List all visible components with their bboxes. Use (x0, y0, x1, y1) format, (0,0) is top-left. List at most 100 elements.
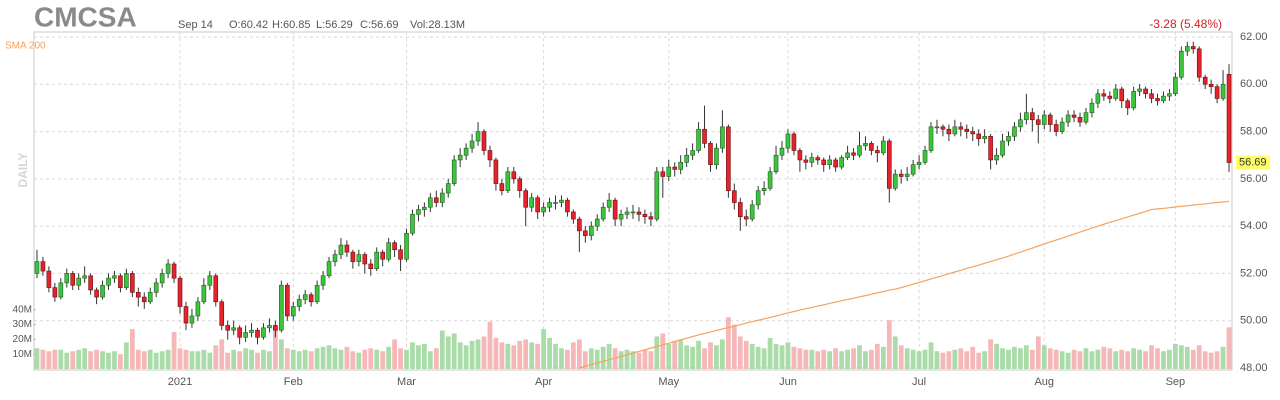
volume-bar (505, 343, 511, 369)
candle-body (749, 204, 755, 220)
volume-bar (1095, 349, 1101, 369)
candle-body (624, 211, 630, 215)
volume-bar (118, 354, 123, 369)
volume-bar (940, 352, 946, 369)
candle-body (875, 150, 880, 154)
volume-bar (678, 339, 684, 369)
volume-bar (702, 348, 707, 369)
volume-bar (314, 348, 320, 369)
volume-bar (582, 351, 588, 369)
volume-bar (475, 339, 481, 369)
candle-body (1047, 114, 1053, 125)
candle-body (183, 306, 189, 324)
volume-bar (1000, 348, 1005, 369)
volume-bar (1006, 349, 1011, 369)
candle-body (320, 275, 326, 286)
volume-bar (451, 333, 457, 369)
volume-bar (863, 351, 868, 369)
volume-bar (1220, 346, 1226, 369)
volume-bar (499, 342, 505, 369)
candle-body (863, 143, 868, 147)
volume-bar (982, 351, 988, 369)
candle-body (463, 147, 469, 156)
candle-body (1107, 95, 1113, 99)
x-tick-label: 2021 (168, 376, 192, 388)
candle-body (1059, 121, 1065, 132)
y-tick-label: 56.00 (1240, 173, 1268, 185)
volume-bar (1101, 346, 1107, 369)
volume-bar (1196, 345, 1202, 369)
candle-body (201, 284, 207, 303)
volume-bar (100, 351, 105, 369)
candle-body (469, 140, 475, 149)
candle-body (952, 126, 958, 135)
volume-bar (1059, 351, 1065, 369)
volume-bar (541, 329, 546, 369)
candle-body (374, 251, 380, 269)
change-label: -3.28 (5.48%) (1149, 17, 1222, 31)
volume-bar (308, 351, 314, 369)
candle-body (767, 171, 773, 189)
volume-bar (177, 348, 183, 369)
candle-body (380, 251, 385, 260)
x-tick-label: Sep (1166, 376, 1186, 388)
x-tick-label: Apr (535, 376, 552, 388)
candle-body (839, 157, 844, 168)
candle-body (195, 301, 201, 317)
candle-body (630, 211, 636, 214)
candle-body (1184, 46, 1190, 52)
candle-body (1179, 50, 1184, 78)
volume-bar (368, 348, 374, 369)
candle-body (511, 171, 517, 180)
candle-body (189, 315, 195, 324)
candle-body (594, 218, 600, 227)
period-label: DAILY (16, 153, 30, 188)
volume-bar (427, 351, 433, 369)
candle-body (565, 199, 570, 213)
candle-body (737, 202, 743, 217)
candle-body (571, 211, 576, 220)
volume-bar (1047, 348, 1053, 369)
volume-bar (761, 348, 767, 369)
volume-bar (493, 337, 499, 369)
volume-bar (958, 348, 964, 369)
volume-bar (1113, 351, 1119, 369)
candle-body (475, 131, 481, 142)
candle-body (773, 154, 779, 173)
header-date: Sep 14 (178, 19, 213, 31)
volume-bar (1214, 351, 1220, 369)
candle-body (964, 128, 970, 132)
candle-body (755, 190, 761, 206)
volume-bar (1125, 351, 1131, 369)
volume-bar (624, 349, 630, 369)
volume-bar (1172, 343, 1178, 369)
volume-bar (636, 352, 642, 369)
volume-bar (553, 343, 558, 369)
volume-bar (725, 317, 731, 369)
volume-bar (839, 351, 844, 369)
plot-layer: 48.00 50.00 52.00 54.00 56.00 58.00 60.00 62.00… (13, 31, 1270, 388)
volume-bar (469, 340, 475, 369)
candle-body (52, 287, 58, 298)
candle-body (261, 327, 266, 338)
volume-bar (565, 349, 570, 369)
candle-body (249, 329, 254, 333)
volume-bar (714, 345, 719, 369)
volume-bar (1071, 349, 1077, 369)
candle-body (225, 325, 231, 331)
candle-body (338, 244, 344, 255)
volume-bar (904, 348, 910, 369)
volume-bar (82, 348, 88, 369)
header-high: H:60.85 (272, 19, 311, 31)
candle-body (922, 150, 928, 163)
volume-bar (1143, 351, 1148, 369)
volume-bar (547, 337, 552, 369)
volume-bar (58, 349, 64, 369)
volume-bar (1226, 327, 1232, 369)
header-low: L:56.29 (316, 19, 353, 31)
candle-body (1149, 93, 1154, 99)
candle-body (851, 152, 856, 156)
volume-bar (767, 337, 773, 369)
volume-bar (338, 349, 344, 369)
